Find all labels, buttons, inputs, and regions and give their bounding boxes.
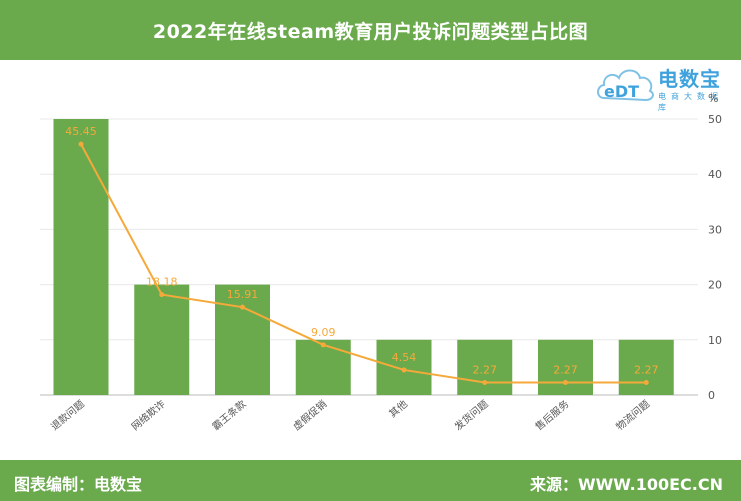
data-label: 15.91	[227, 288, 259, 301]
y-tick-label: 0	[708, 389, 715, 402]
category-label: 霸王条款	[209, 397, 248, 433]
bar	[376, 339, 432, 395]
category-label: 虚假促销	[290, 397, 329, 433]
logo-name: 电数宝	[658, 67, 721, 91]
data-label: 2.27	[634, 363, 659, 376]
y-axis-unit: %	[708, 92, 718, 105]
data-label: 2.27	[473, 363, 498, 376]
category-label: 网络欺诈	[129, 397, 168, 433]
data-point	[240, 304, 245, 310]
bar	[134, 284, 190, 395]
y-tick-label: 30	[708, 223, 722, 236]
y-tick-label: 20	[708, 279, 722, 292]
y-tick-label: 10	[708, 334, 722, 347]
bar	[618, 339, 674, 395]
bar	[457, 339, 513, 395]
footer-source: 来源：WWW.100EC.CN	[529, 475, 723, 494]
data-point	[78, 141, 84, 147]
chart-svg: 0 10 20 30 40 50% 退款问题 网络欺诈 霸王条款 虚假促销 其他 发货问题 售后服务 物流…	[40, 92, 722, 433]
bar	[53, 119, 109, 395]
data-label: 2.27	[553, 363, 578, 376]
category-label: 物流问题	[613, 397, 652, 433]
data-label: 18.18	[146, 276, 178, 289]
data-label: 9.09	[311, 326, 336, 339]
logo: eDT 电数宝 电商大数据库	[594, 60, 734, 112]
data-point	[482, 379, 488, 385]
bar	[538, 339, 593, 395]
category-label: 售后服务	[532, 397, 571, 433]
data-point	[159, 292, 165, 298]
bar	[295, 339, 351, 395]
category-label: 其他	[386, 397, 410, 420]
y-tick-label: 50	[708, 113, 722, 126]
data-label: 45.45	[65, 125, 97, 138]
y-tick-label: 40	[708, 168, 722, 181]
footer-credit: 图表编制：电数宝	[14, 475, 143, 494]
category-label: 退款问题	[48, 397, 87, 433]
chart-header: 2022年在线steam教育用户投诉问题类型占比图	[0, 0, 741, 60]
data-label: 4.54	[392, 351, 417, 364]
category-label: 发货问题	[452, 397, 491, 433]
chart-footer: 图表编制：电数宝 来源：WWW.100EC.CN	[0, 460, 741, 501]
data-point	[643, 379, 649, 385]
data-point	[563, 379, 568, 385]
chart-area: 0 10 20 30 40 50% 退款问题 网络欺诈 霸王条款 虚假促销 其他 发货问题 售后服务 物流…	[0, 60, 741, 460]
logo-subtitle: 电商大数据库	[658, 92, 723, 112]
data-point	[320, 342, 326, 348]
data-point	[401, 367, 407, 373]
series-line	[80, 143, 647, 384]
cloud-edt-logo-icon: eDT	[597, 69, 654, 102]
chart-title: 2022年在线steam教育用户投诉问题类型占比图	[152, 20, 589, 43]
bar	[215, 284, 270, 395]
svg-text:eDT: eDT	[604, 82, 639, 101]
